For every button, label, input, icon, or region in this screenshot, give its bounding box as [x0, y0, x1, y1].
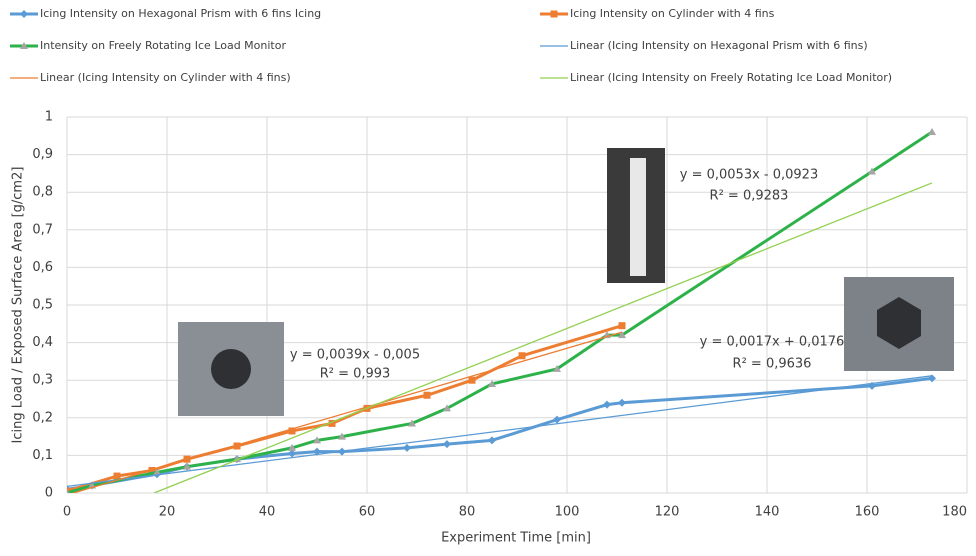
series-line — [67, 130, 933, 493]
marker — [443, 440, 451, 449]
marker — [313, 436, 321, 444]
marker — [67, 489, 70, 493]
trend-r2: R² = 0,9283 — [710, 189, 789, 204]
marker — [603, 400, 611, 409]
marker — [288, 443, 296, 451]
legend-marker — [20, 10, 28, 18]
x-axis-title: Experiment Time [min] — [441, 531, 591, 546]
legend-label: Icing Intensity on Hexagonal Prism with … — [40, 7, 321, 20]
marker — [928, 128, 936, 136]
legend-label: Linear (Icing Intensity on Cylinder with… — [40, 71, 291, 84]
photo-detail — [211, 349, 251, 389]
legend-label: Linear (Icing Intensity on Hexagonal Pri… — [570, 39, 868, 52]
marker — [233, 442, 241, 450]
y-tick-label: 0 — [45, 486, 53, 501]
y-tick-label: 0,8 — [32, 185, 53, 200]
marker — [618, 322, 626, 330]
y-tick-label: 1 — [45, 110, 53, 125]
marker — [518, 352, 526, 360]
marker — [618, 398, 626, 407]
grid — [66, 116, 968, 494]
marker — [403, 443, 411, 452]
y-tick-label: 0,9 — [32, 147, 53, 162]
y-tick-label: 0,5 — [32, 298, 53, 313]
x-tick-label: 180 — [942, 505, 967, 520]
y-tick-label: 0,4 — [32, 335, 53, 350]
marker — [183, 462, 191, 470]
trend-equation: y = 0,0053x - 0,0923 — [680, 168, 818, 183]
x-tick-label: 80 — [459, 505, 476, 520]
marker — [288, 449, 296, 458]
marker — [488, 436, 496, 445]
marker — [153, 468, 161, 476]
x-tick-label: 0 — [63, 505, 71, 520]
marker — [113, 472, 121, 480]
legend-label: Icing Intensity on Cylinder with 4 fins — [570, 7, 775, 20]
marker — [288, 427, 296, 435]
x-tick-label: 20 — [159, 505, 176, 520]
series-line — [71, 331, 623, 493]
x-tick-label: 60 — [359, 505, 376, 520]
legend-marker — [20, 42, 28, 49]
marker — [618, 331, 626, 339]
marker — [328, 419, 336, 427]
series-line — [153, 182, 933, 493]
marker — [408, 419, 416, 427]
y-tick-label: 0,7 — [32, 222, 53, 237]
photo-detail — [630, 158, 646, 276]
marker — [488, 379, 496, 387]
marker — [423, 391, 431, 399]
y-tick-label: 0,3 — [32, 373, 53, 388]
x-tick-label: 40 — [259, 505, 276, 520]
marker — [553, 364, 561, 372]
photo-detail — [877, 297, 921, 349]
series-line — [67, 375, 933, 488]
legend-marker — [550, 10, 558, 18]
legend-label: Linear (Icing Intensity on Freely Rotati… — [570, 71, 892, 84]
trend-r2: R² = 0,9636 — [733, 357, 812, 372]
marker — [338, 432, 346, 440]
legend-label: Intensity on Freely Rotating Ice Load Mo… — [40, 39, 286, 52]
marker — [553, 415, 561, 424]
x-tick-label: 160 — [855, 505, 880, 520]
x-tick-label: 140 — [755, 505, 780, 520]
trend-equation: y = 0,0017x + 0,0176 — [700, 335, 845, 350]
x-tick-label: 120 — [655, 505, 680, 520]
marker — [868, 167, 876, 175]
y-axis-title: Icing Load / Exposed Surface Area [g/cm2… — [11, 167, 26, 444]
marker — [468, 376, 476, 384]
y-tick-label: 0,6 — [32, 260, 53, 275]
legend: Icing Intensity on Hexagonal Prism with … — [10, 7, 892, 84]
y-tick-label: 0,1 — [32, 448, 53, 463]
y-tick-label: 0,2 — [32, 410, 53, 425]
trend-r2: R² = 0,993 — [320, 367, 391, 382]
x-tick-label: 100 — [555, 505, 580, 520]
marker — [443, 404, 451, 412]
marker — [67, 487, 71, 493]
plot-area — [67, 128, 936, 493]
trend-equation: y = 0,0039x - 0,005 — [290, 348, 420, 363]
